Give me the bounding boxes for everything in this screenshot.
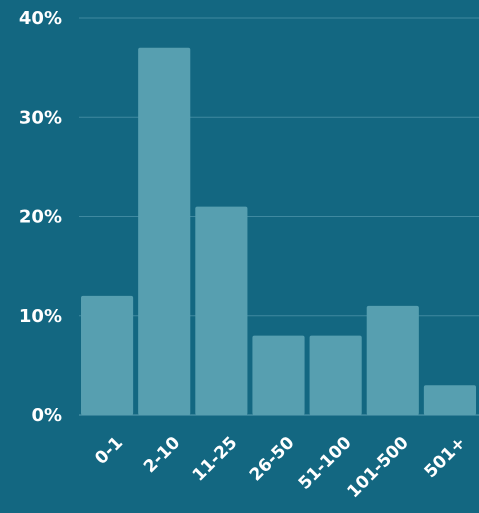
x-tick-label: 101-500 (343, 433, 412, 502)
bar-11-25 (195, 206, 248, 415)
bar-501+ (423, 385, 476, 415)
y-tick-label: 20% (19, 207, 62, 228)
x-tick-label: 11-25 (189, 433, 242, 486)
bars (81, 47, 476, 416)
y-tick-label: 30% (19, 107, 62, 128)
y-tick-label: 10% (19, 306, 62, 327)
bar-101-500 (366, 305, 419, 415)
bar-51-100 (309, 335, 362, 415)
y-tick-label: 0% (31, 405, 62, 426)
x-tick-label: 26-50 (246, 433, 299, 486)
x-tick-label: 0-1 (91, 433, 127, 469)
bar-0-1 (81, 295, 134, 415)
x-tick-label: 2-10 (140, 433, 184, 477)
x-tick-label: 501+ (421, 433, 470, 482)
bar-26-50 (252, 335, 305, 415)
y-axis-ticks: 0% 10% 20% 30% 40% (19, 8, 62, 426)
y-tick-label: 40% (19, 8, 62, 29)
bar-2-10 (138, 47, 191, 416)
